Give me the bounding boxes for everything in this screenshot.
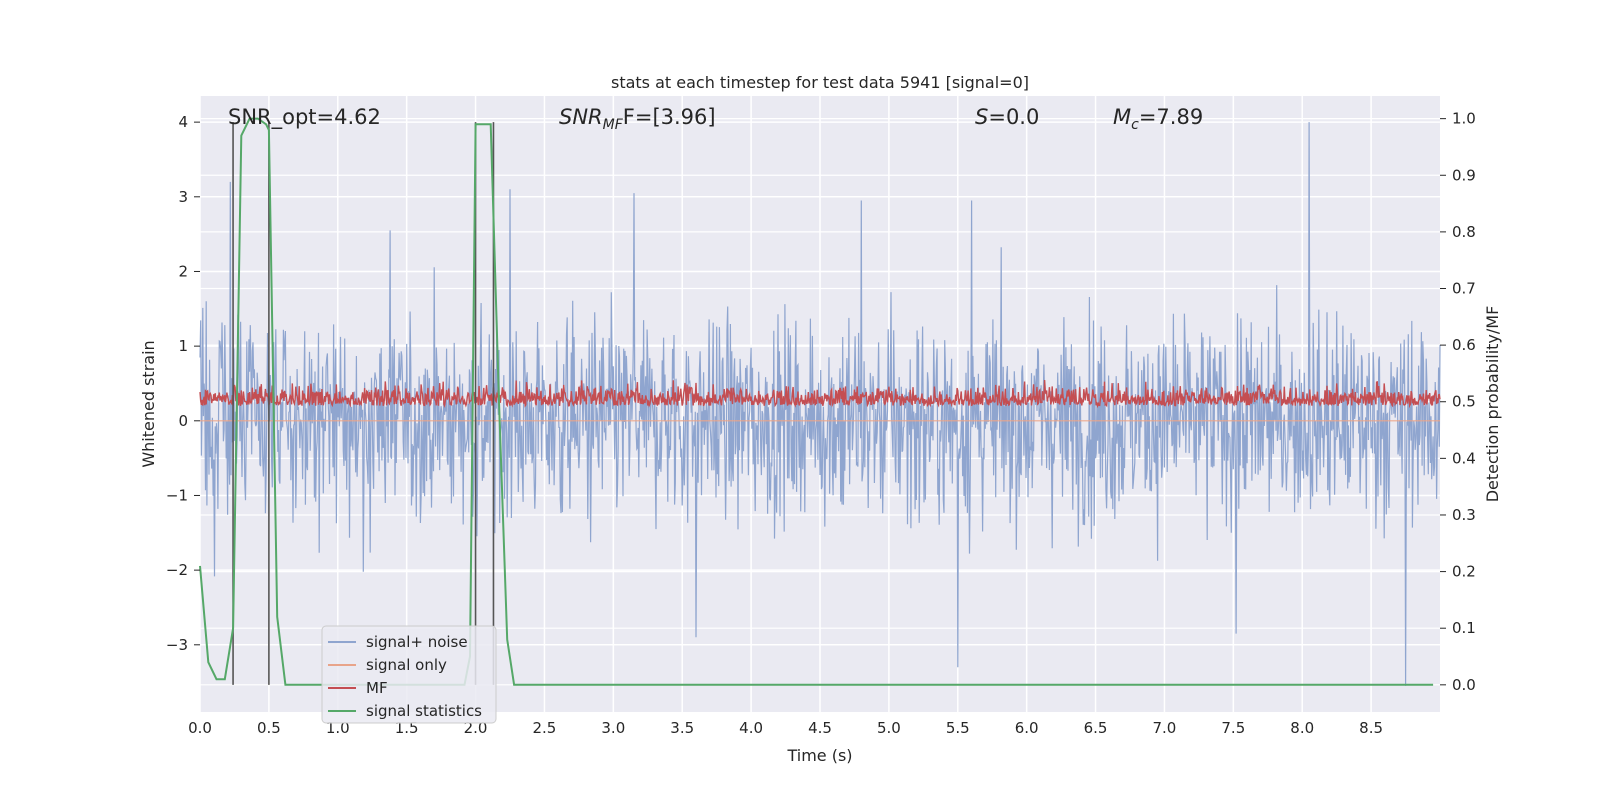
- mc-value: =7.89: [1139, 105, 1203, 129]
- y-right-tick-label: 0.1: [1452, 619, 1476, 637]
- y-tick-label: 1: [178, 337, 188, 355]
- s-value: =0.0: [988, 105, 1039, 129]
- y-right-tick-label: 1.0: [1452, 110, 1476, 128]
- legend: signal+ noise signal only MF signal statist…: [321, 625, 497, 724]
- x-tick-label: 3.0: [601, 719, 625, 737]
- legend-label: signal statistics: [366, 702, 482, 720]
- y-right-tick-label: 0.2: [1452, 563, 1476, 581]
- y-tick-label: −2: [166, 561, 188, 579]
- y-right-tick-label: 0.9: [1452, 166, 1476, 184]
- chart-title: stats at each timestep for test data 594…: [611, 73, 1029, 92]
- y-axis-label: Whitened strain: [139, 340, 158, 467]
- x-tick-label: 7.0: [1153, 719, 1177, 737]
- x-tick-label: 4.0: [739, 719, 763, 737]
- mc-symbol: M: [1113, 105, 1131, 129]
- s-symbol: S: [975, 105, 988, 129]
- y-right-tick-label: 0.5: [1452, 393, 1476, 411]
- legend-label: signal+ noise: [366, 633, 468, 651]
- y-tick-label: −1: [166, 486, 188, 504]
- mc-annotation: Mc=7.89: [1113, 105, 1203, 133]
- x-tick-label: 2.5: [533, 719, 557, 737]
- x-tick-label: 6.5: [1084, 719, 1108, 737]
- ticks: 0.0 0.5 1.0 1.5 2.0 2.5 3.0 3.5 4.0 4.5 5.0 5.5 6.0 6…: [166, 110, 1476, 737]
- snr-opt-annotation: SNR_opt=4.62: [228, 105, 381, 130]
- x-tick-label: 0.0: [188, 719, 212, 737]
- y-tick-label: 3: [178, 188, 188, 206]
- y-right-tick-label: 0.8: [1452, 223, 1476, 241]
- x-tick-label: 4.5: [808, 719, 832, 737]
- x-tick-label: 5.0: [877, 719, 901, 737]
- y-right-tick-label: 0.3: [1452, 506, 1476, 524]
- series-mf-line: [199, 379, 1441, 409]
- series-signal-noise-line: [199, 122, 1441, 686]
- y-tick-label: 0: [178, 412, 188, 430]
- x-tick-label: 3.5: [670, 719, 694, 737]
- y-right-tick-label: 0.0: [1452, 676, 1476, 694]
- x-tick-label: 0.5: [257, 719, 281, 737]
- snr-mf-value: F=[3.96]: [623, 105, 716, 129]
- x-tick-label: 5.5: [946, 719, 970, 737]
- legend-box: [321, 625, 497, 724]
- x-tick-label: 8.5: [1359, 719, 1383, 737]
- y-right-tick-label: 0.4: [1452, 449, 1476, 467]
- y-axis-right-label: Detection probability/MF: [1483, 306, 1502, 503]
- snr-mf-annotation: SNRMFF=[3.96]: [559, 105, 716, 133]
- legend-label: MF: [366, 679, 388, 697]
- s-annotation: S=0.0: [975, 105, 1039, 129]
- x-axis-label: Time (s): [786, 746, 852, 765]
- legend-label: signal only: [366, 656, 447, 674]
- x-tick-label: 7.5: [1221, 719, 1245, 737]
- y-right-tick-label: 0.7: [1452, 280, 1476, 298]
- y-tick-label: −3: [166, 636, 188, 654]
- mc-subscript: c: [1131, 117, 1139, 133]
- y-tick-label: 4: [178, 113, 188, 131]
- y-tick-label: 2: [178, 262, 188, 280]
- x-tick-label: 6.0: [1015, 719, 1039, 737]
- snr-mf-subscript: MF: [603, 117, 624, 133]
- x-tick-label: 8.0: [1290, 719, 1314, 737]
- snr-mf-main: SNR: [559, 105, 603, 129]
- y-right-tick-label: 0.6: [1452, 336, 1476, 354]
